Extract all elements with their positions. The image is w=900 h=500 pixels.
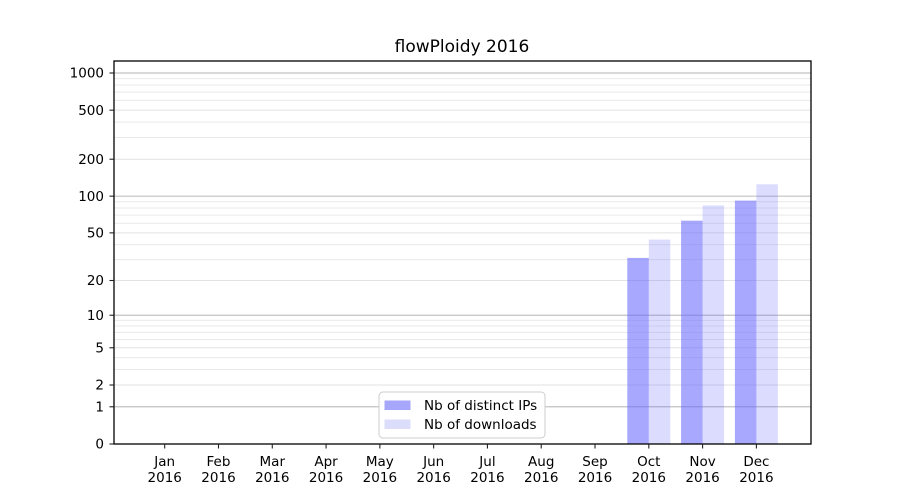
x-tick-label: Nov 2016 <box>685 454 719 486</box>
x-tick-label: Jun 2016 <box>416 454 450 486</box>
y-tick-label: 200 <box>78 152 104 168</box>
y-tick-label: 1 <box>95 399 104 415</box>
legend-box <box>378 391 546 439</box>
x-tick-label: Aug 2016 <box>524 454 558 486</box>
bar-distinct-ips <box>627 257 649 444</box>
y-tick-label: 2 <box>95 378 104 394</box>
x-tick-label: May 2016 <box>363 454 397 486</box>
x-tick-label: Apr 2016 <box>309 454 343 486</box>
y-tick-label: 20 <box>87 273 104 289</box>
x-tick-label: Jul 2016 <box>470 454 504 486</box>
legend: Nb of distinct IPs Nb of downloads <box>378 391 546 439</box>
y-tick-label: 0 <box>95 437 104 453</box>
x-tick-label: Sep 2016 <box>578 454 612 486</box>
legend-label-downloads: Nb of downloads <box>424 417 537 433</box>
x-tick-label: Feb 2016 <box>201 454 235 486</box>
x-tick-label: Oct 2016 <box>632 454 666 486</box>
x-tick-label: Mar 2016 <box>255 454 289 486</box>
x-tick-label: Jan 2016 <box>148 454 182 486</box>
bar-distinct-ips <box>734 200 757 444</box>
y-tick-label: 100 <box>78 189 104 205</box>
plot-area: 0 1 2 5 10 20 50 100 200 500 1000 Jan 2016 Feb 2016 Mar… <box>70 60 812 486</box>
axis-spine <box>113 60 812 445</box>
y-tick-label: 10 <box>87 308 104 324</box>
bar-downloads <box>702 205 725 444</box>
y-tick-label: 50 <box>87 226 104 242</box>
bar-distinct-ips <box>681 220 703 444</box>
chart-title: flowPloidy 2016 <box>395 37 530 57</box>
y-tick-label: 5 <box>95 340 104 356</box>
legend-swatch-distinct-ips <box>384 400 411 410</box>
bar-downloads <box>756 184 778 444</box>
y-tick-label: 500 <box>78 103 104 119</box>
bar-downloads <box>648 239 671 444</box>
legend-label-distinct-ips: Nb of distinct IPs <box>424 398 537 414</box>
y-tick-label: 1000 <box>70 66 104 82</box>
legend-swatch-downloads <box>384 419 411 429</box>
x-tick-label: Dec 2016 <box>739 454 773 486</box>
